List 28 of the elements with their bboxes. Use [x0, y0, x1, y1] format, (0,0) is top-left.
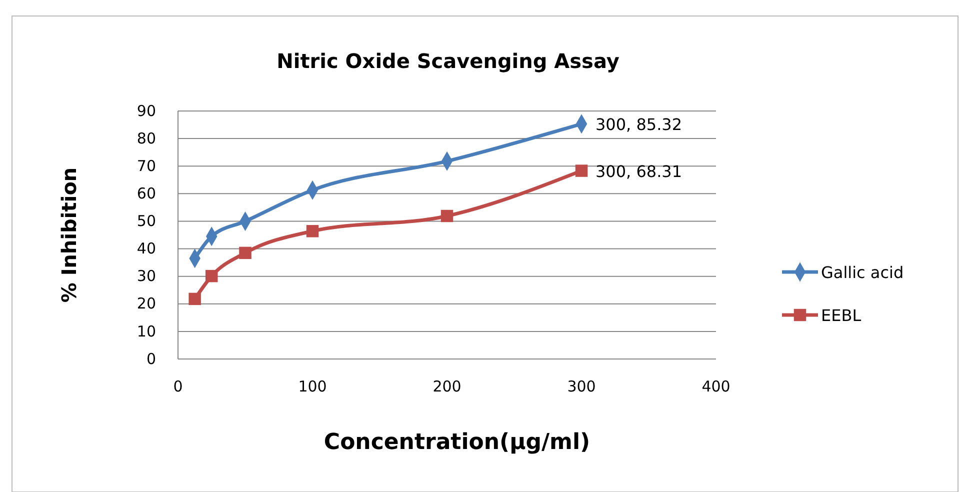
- point: [440, 210, 454, 222]
- point: [188, 292, 201, 306]
- x-tick-label: 200: [432, 378, 462, 396]
- y-tick-label: 50: [136, 212, 156, 230]
- chart-title: Nitric Oxide Scavenging Assay: [276, 49, 620, 73]
- point: [575, 164, 588, 177]
- y-tick-label: 0: [146, 350, 156, 368]
- y-tick-label: 90: [136, 102, 156, 120]
- y-tick-label: 20: [136, 294, 156, 313]
- y-tick-label: 60: [136, 184, 156, 202]
- x-axis-title: Concentration(µg/ml): [324, 430, 590, 455]
- y-tick-label: 70: [136, 156, 156, 175]
- x-tick-label: 300: [567, 378, 596, 396]
- y-tick-label: 40: [136, 240, 156, 258]
- point: [206, 270, 218, 282]
- point: [239, 246, 252, 260]
- y-axis-title: % Inhibition: [57, 167, 81, 303]
- x-tick-label: 400: [702, 378, 730, 396]
- y-tick-label: 80: [136, 129, 156, 148]
- y-tick-label: 10: [136, 322, 156, 340]
- legend-label: Gallic acid: [821, 263, 904, 282]
- y-tick-label: 30: [136, 267, 156, 286]
- data-label: 300, 68.31: [596, 162, 682, 181]
- point: [306, 225, 319, 238]
- legend-label: EEBL: [821, 306, 862, 325]
- x-tick-label: 0: [173, 378, 183, 396]
- data-label: 300, 85.32: [596, 114, 682, 134]
- x-tick-label: 100: [298, 378, 327, 396]
